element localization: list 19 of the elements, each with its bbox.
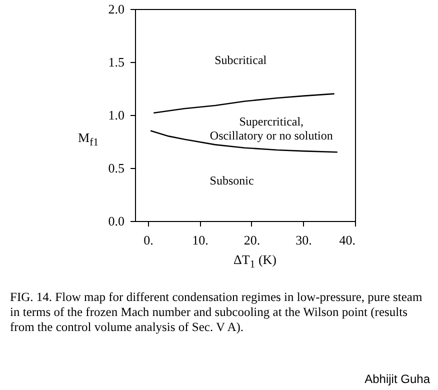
y-axis-title: M$_{f1}$ [78, 130, 99, 149]
x-tick-label: 40. [339, 232, 356, 248]
caption: FIG. 14. Flow map for different condensation regimes in low-pressure, pure steam in terms of the frozen Mach number and subcooling at the Wilson point (results from the control volume analysis of Sec. V A). [10, 290, 424, 335]
text: Abhijit Guha [364, 372, 430, 386]
x-tick-label: 20. [244, 232, 260, 248]
y-tick-label: 1.0 [108, 108, 124, 122]
annotation: Supercritical, Oscillatory or no solution [210, 114, 333, 142]
x-axis-title: ΔT$_{1}$ (K) [232, 252, 278, 271]
x-tick-label: 30. [296, 232, 312, 248]
annotation: Subcritical [214, 52, 268, 67]
y-tick-label: 2.0 [108, 2, 124, 16]
line-series [150, 130, 338, 153]
x-tick-label: 10. [192, 232, 208, 248]
x-tick-label: 0. [144, 232, 154, 248]
y-tick-label: 0.5 [108, 160, 124, 176]
y-tick-label: 0.0 [108, 214, 124, 228]
annotation: Subsonic [210, 174, 254, 188]
line-series [154, 93, 334, 114]
y-tick-label: 1.5 [108, 54, 124, 70]
